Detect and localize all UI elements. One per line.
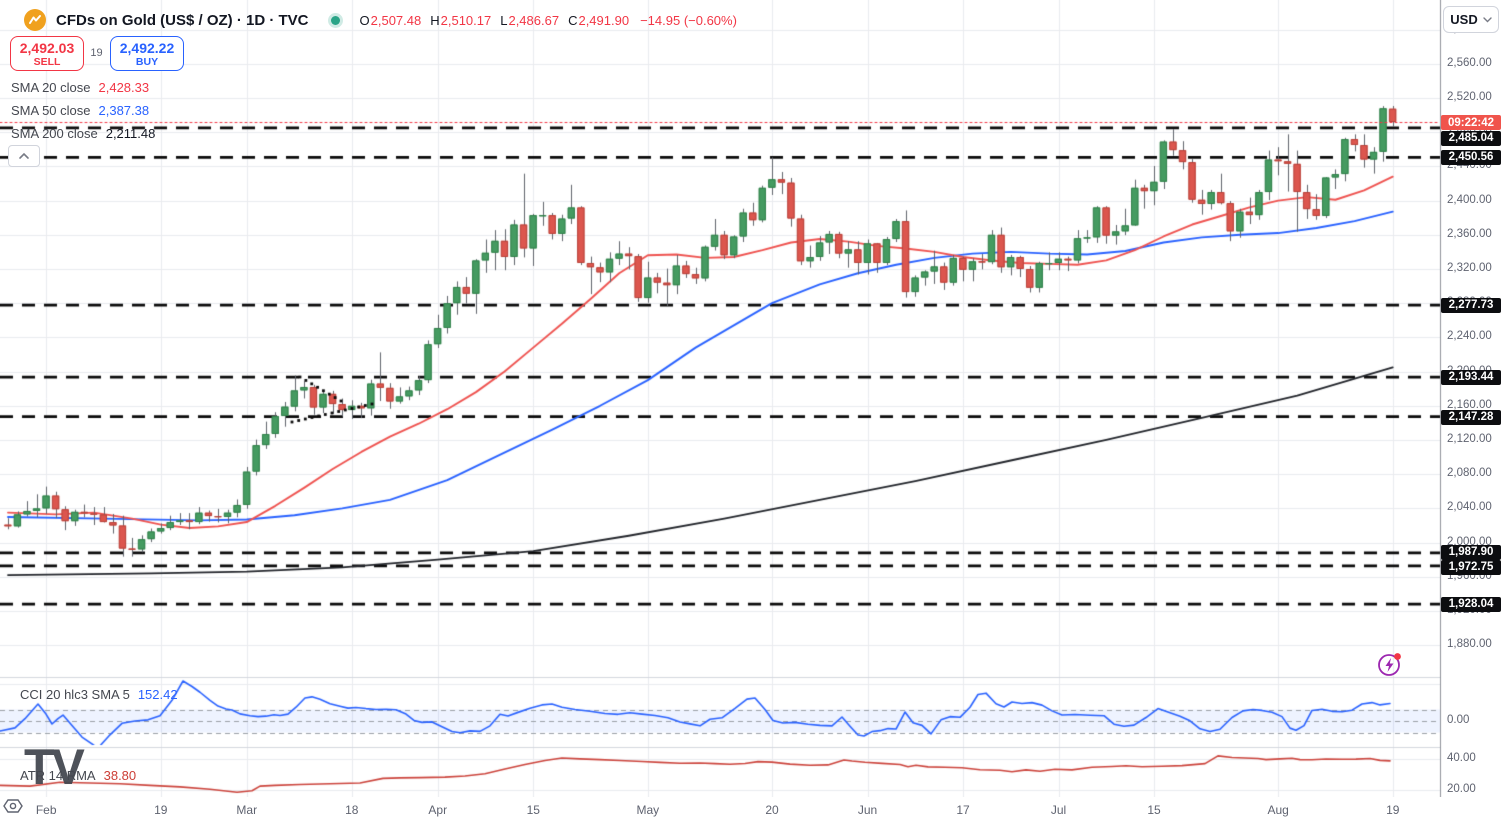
price-level-badge: 2,147.28 bbox=[1441, 409, 1501, 425]
time-axis-label: Jun bbox=[857, 803, 878, 817]
cci-legend-row[interactable]: CCI 20 hlc3 SMA 5 152.42 bbox=[20, 687, 178, 702]
indicator-axis-label: 40.00 bbox=[1447, 752, 1476, 764]
low-key: L bbox=[500, 12, 508, 28]
time-axis-label: 19 bbox=[154, 803, 168, 817]
time-axis-label: 19 bbox=[1386, 803, 1400, 817]
price-level-badge: 2,450.56 bbox=[1441, 149, 1501, 165]
time-axis-label: 20 bbox=[765, 803, 779, 817]
price-level-badge: 2,277.73 bbox=[1441, 297, 1501, 313]
price-axis[interactable]: USD 2,600.002,560.002,520.002,480.002,44… bbox=[1440, 0, 1503, 822]
sell-price: 2,492.03 bbox=[19, 39, 75, 56]
time-axis-label: May bbox=[636, 803, 660, 817]
spread-value: 19 bbox=[90, 46, 103, 59]
sma20-name: SMA 20 close bbox=[11, 80, 91, 95]
time-axis-label: Feb bbox=[35, 803, 57, 817]
sell-label: SELL bbox=[33, 55, 61, 68]
sma50-legend-row[interactable]: SMA 50 close 2,387.38 bbox=[11, 103, 149, 118]
atr-value: 38.80 bbox=[103, 768, 137, 783]
buy-price: 2,492.22 bbox=[119, 39, 175, 56]
collapse-legend-button[interactable] bbox=[8, 145, 40, 167]
open-key: O bbox=[359, 12, 370, 28]
cci-name: CCI 20 hlc3 SMA 5 bbox=[20, 687, 130, 702]
market-status-icon bbox=[330, 15, 340, 25]
price-axis-label: 2,080.00 bbox=[1447, 467, 1492, 479]
close-key: C bbox=[568, 12, 578, 28]
cci-value: 152.42 bbox=[137, 687, 178, 702]
price-axis-label: 2,320.00 bbox=[1447, 262, 1492, 274]
time-axis-label: Apr bbox=[428, 803, 448, 817]
indicator-axis-label: 20.00 bbox=[1447, 783, 1476, 795]
currency-label: USD bbox=[1450, 12, 1478, 27]
symbol-legend[interactable]: CFDs on Gold (US$ / OZ) · 1D · TVC O 2,50… bbox=[24, 9, 737, 31]
price-axis-label: 2,560.00 bbox=[1447, 57, 1492, 69]
currency-selector-button[interactable]: USD bbox=[1443, 6, 1499, 33]
change-value: −14.95 (−0.60%) bbox=[640, 12, 737, 28]
sma50-name: SMA 50 close bbox=[11, 103, 91, 118]
price-axis-label: 2,520.00 bbox=[1447, 91, 1492, 103]
time-axis[interactable]: Feb 19 Mar 18 Apr 15 May 20 Jun 17 Jul 15 Aug 19 bbox=[0, 797, 1503, 822]
time-axis-label: 17 bbox=[956, 803, 970, 817]
time-axis-label: 15 bbox=[526, 803, 540, 817]
price-axis-label: 2,120.00 bbox=[1447, 433, 1492, 445]
sma200-value: 2,211.48 bbox=[105, 126, 156, 141]
time-axis-label: Jul bbox=[1050, 803, 1067, 817]
close-value: 2,491.90 bbox=[578, 12, 630, 28]
countdown-badge: 09:22:42 bbox=[1441, 115, 1501, 130]
timezone-settings-icon[interactable] bbox=[0, 797, 26, 815]
atr-legend-row[interactable]: ATR 14 RMA 38.80 bbox=[20, 768, 136, 783]
sma20-value: 2,428.33 bbox=[98, 80, 150, 95]
price-axis-label: 2,240.00 bbox=[1447, 330, 1492, 342]
atr-name: ATR 14 RMA bbox=[20, 768, 96, 783]
ohlc-values: O 2,507.48 H 2,510.17 L 2,486.67 C 2,491.90 … bbox=[360, 13, 737, 28]
symbol-title: CFDs on Gold (US$ / OZ) · 1D · TVC bbox=[56, 11, 309, 29]
sell-button[interactable]: 2,492.03 SELL bbox=[10, 36, 84, 71]
sma50-value: 2,387.38 bbox=[98, 103, 150, 118]
buy-label: BUY bbox=[135, 55, 159, 68]
sma200-legend-row[interactable]: SMA 200 close 2,211.48 bbox=[11, 126, 155, 141]
indicator-axis-label: 0.00 bbox=[1447, 714, 1470, 726]
chevron-up-icon bbox=[19, 152, 29, 159]
price-level-badge: 2,485.04 bbox=[1441, 130, 1501, 146]
high-value: 2,510.17 bbox=[440, 12, 492, 28]
chevron-down-icon bbox=[1483, 16, 1492, 22]
time-axis-label: Aug bbox=[1267, 803, 1289, 817]
buy-button[interactable]: 2,492.22 BUY bbox=[110, 36, 184, 71]
price-axis-label: 2,040.00 bbox=[1447, 501, 1492, 513]
price-level-badge: 1,987.90 bbox=[1441, 544, 1501, 560]
time-axis-label: 15 bbox=[1147, 803, 1161, 817]
tradingview-watermark: TV bbox=[24, 739, 85, 795]
price-level-badge: 2,193.44 bbox=[1441, 369, 1501, 385]
sma20-legend-row[interactable]: SMA 20 close 2,428.33 bbox=[11, 80, 149, 95]
low-value: 2,486.67 bbox=[508, 12, 560, 28]
price-axis-label: 2,400.00 bbox=[1447, 194, 1492, 206]
signals-flash-icon[interactable] bbox=[1376, 650, 1404, 678]
time-axis-label: 18 bbox=[345, 803, 359, 817]
time-axis-label: Mar bbox=[236, 803, 258, 817]
price-axis-label: 2,160.00 bbox=[1447, 399, 1492, 411]
price-axis-label: 2,360.00 bbox=[1447, 228, 1492, 240]
gold-coin-icon bbox=[24, 9, 46, 31]
price-level-badge: 1,928.04 bbox=[1441, 596, 1501, 612]
sma200-name: SMA 200 close bbox=[11, 126, 98, 141]
open-value: 2,507.48 bbox=[370, 12, 422, 28]
price-axis-label: 1,880.00 bbox=[1447, 638, 1492, 650]
price-level-badge: 1,972.75 bbox=[1441, 559, 1501, 575]
high-key: H bbox=[430, 12, 440, 28]
